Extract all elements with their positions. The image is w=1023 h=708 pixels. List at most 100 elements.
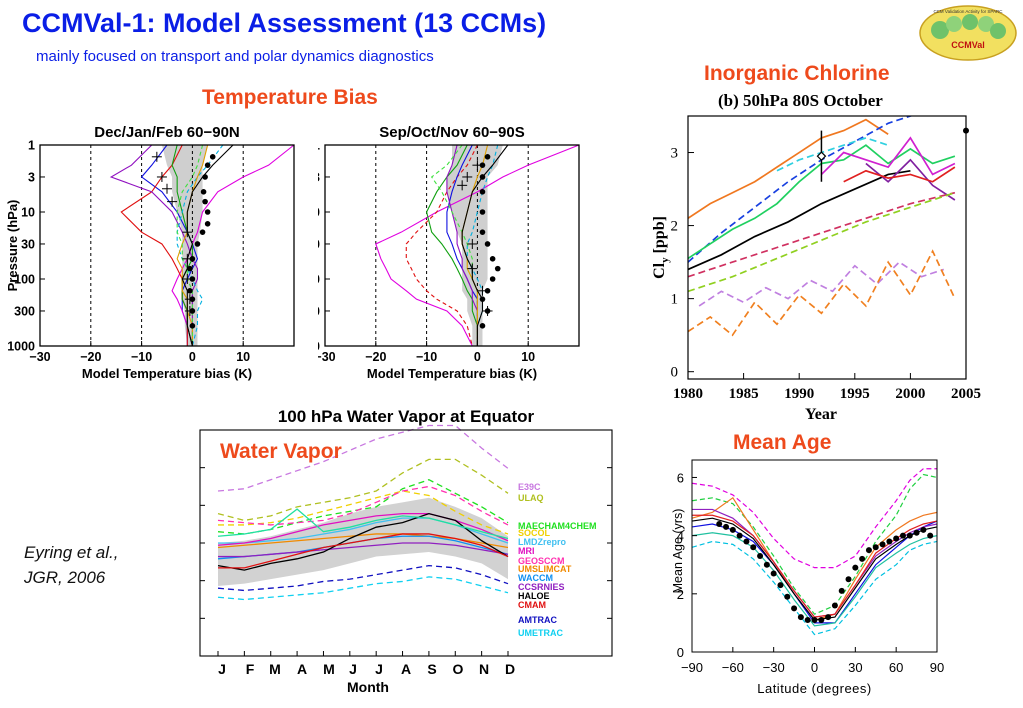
mean-age-model-line-3	[691, 496, 938, 621]
x-tick-label: 1995	[840, 386, 870, 402]
x-tick-label: −90	[681, 660, 703, 675]
mean-age-observation-dot	[838, 587, 845, 594]
cly-model-line-7	[843, 166, 956, 183]
water-vapor-line-4	[218, 490, 509, 535]
y-tick-label: 1	[28, 139, 35, 153]
mean-age-observation-dot	[825, 614, 832, 621]
x-tick-label: 0	[811, 660, 818, 675]
observation-dot	[484, 241, 491, 247]
x-tick-label: 90	[930, 660, 944, 675]
mean-age-observation-dot	[784, 593, 791, 600]
mean-age-observation-dot	[831, 602, 838, 609]
logo-ring-text: CCM Validation Activity for SPARC	[933, 9, 1003, 14]
model-profile-9	[461, 144, 509, 346]
y-tick-label: 2	[677, 587, 684, 602]
mean-age-observation-dot	[852, 564, 859, 571]
x-tick-label: 2005	[951, 386, 981, 402]
observation-cross	[151, 151, 162, 162]
observation-dot	[187, 265, 193, 272]
x-tick-label: J	[375, 661, 383, 677]
observation-cross	[477, 285, 488, 296]
observation-dot	[209, 153, 216, 160]
mean-age-observation-dot	[893, 535, 900, 542]
mean-age-observation-dot	[913, 529, 920, 536]
y-tick-label: 2	[671, 219, 679, 235]
mean-age-observation-dot	[906, 532, 913, 539]
y-tick-label: 3	[318, 170, 320, 184]
observation-cross	[182, 227, 193, 238]
water-vapor-line-14	[217, 576, 509, 601]
x-axis-label: Year	[805, 406, 837, 423]
cly-model-line-9	[688, 191, 956, 278]
observation-dot	[202, 198, 208, 205]
x-tick-label: −30	[29, 350, 50, 364]
observation-dot	[202, 174, 208, 180]
water-vapor-label: Water Vapor	[220, 440, 342, 463]
observation-cross	[472, 160, 483, 171]
x-tick-label: J	[349, 661, 357, 677]
legend-entry-socol: SOCOL	[518, 528, 551, 538]
x-tick-label: D	[505, 661, 515, 677]
mean-age-observation-dot	[818, 617, 825, 623]
observation-dot	[200, 189, 207, 195]
observation-dot	[189, 323, 196, 329]
observation-dot	[204, 162, 211, 168]
cly-model-line-2	[688, 116, 914, 263]
mean-age-model-line-5	[691, 540, 938, 636]
water-vapor-line-15	[217, 508, 509, 540]
temperature-bias-djf-chart: −30 −20 −10 0 10 1 3 10 30 100 300 1000 Dec/Jan/Feb …	[5, 124, 295, 381]
x-tick-label: N	[479, 661, 489, 677]
x-tick-label: 60	[889, 660, 903, 675]
x-tick-label: −60	[722, 660, 744, 675]
x-tick-label: −30	[763, 660, 785, 675]
observation-dot	[189, 256, 196, 262]
y-tick-label: 1	[671, 292, 679, 308]
observation-cross	[482, 305, 493, 316]
chart-title: Dec/Jan/Feb 60−90N	[94, 124, 240, 141]
x-tick-label: −10	[416, 350, 437, 364]
y-tick-label: 3	[671, 146, 679, 162]
y-tick-label: 4	[677, 529, 684, 544]
mean-age-model-line-8	[692, 514, 938, 618]
y-tick-label: 30	[318, 237, 320, 251]
mean-age-model-line-7	[691, 517, 938, 621]
observation-cross	[167, 196, 178, 207]
mean-age-observation-dot	[865, 547, 872, 554]
legend-entry-ccsrnies: CCSRNIES	[518, 582, 565, 592]
x-tick-label: 0	[474, 350, 481, 364]
y-axis-label: Mean Age (yrs)	[671, 509, 685, 594]
observation-cross	[156, 171, 167, 182]
x-tick-label: 10	[521, 350, 535, 364]
legend-entry-geosccm: GEOSCCM	[518, 556, 565, 566]
cly-model-line-6	[865, 158, 956, 201]
cly-model-line-5	[820, 136, 956, 176]
mean-age-model-line-9	[691, 532, 938, 627]
x-tick-label: 1985	[729, 386, 759, 402]
legend-entry-cmam: CMAM	[518, 600, 546, 610]
cly-model-line-12	[688, 249, 956, 337]
x-tick-label: 10	[236, 350, 250, 364]
mean-age-observation-dot	[791, 605, 798, 612]
y-tick-label: 300	[14, 304, 35, 318]
observation-dot	[489, 256, 496, 262]
x-tick-label: 0	[189, 350, 196, 364]
y-tick-label: 10	[21, 206, 35, 220]
water-vapor-line-11	[217, 512, 509, 571]
x-tick-label: 1980	[673, 386, 703, 402]
water-vapor-line-12	[218, 533, 509, 569]
water-vapor-line-1	[217, 424, 509, 492]
observation-dot	[189, 276, 196, 282]
model-profile-5	[446, 144, 478, 346]
mean-age-observation-dot	[920, 526, 927, 533]
mean-age-observation-dot	[777, 582, 784, 589]
inorganic-chlorine-label: Inorganic Chlorine	[704, 62, 890, 85]
y-tick-label: 1000	[7, 340, 35, 354]
citation-line-2: JGR, 2006	[24, 568, 106, 587]
observation-cross	[462, 171, 473, 182]
mean-age-observation-dot	[845, 576, 852, 583]
y-axis-label: Cly [ppb]	[651, 216, 671, 279]
citation: Eyring et al., JGR, 2006	[24, 540, 119, 590]
y-tick-label: 1000	[318, 340, 320, 354]
legend-entry-amtrac: AMTRAC	[518, 615, 557, 625]
water-vapor-line-6	[217, 512, 509, 546]
